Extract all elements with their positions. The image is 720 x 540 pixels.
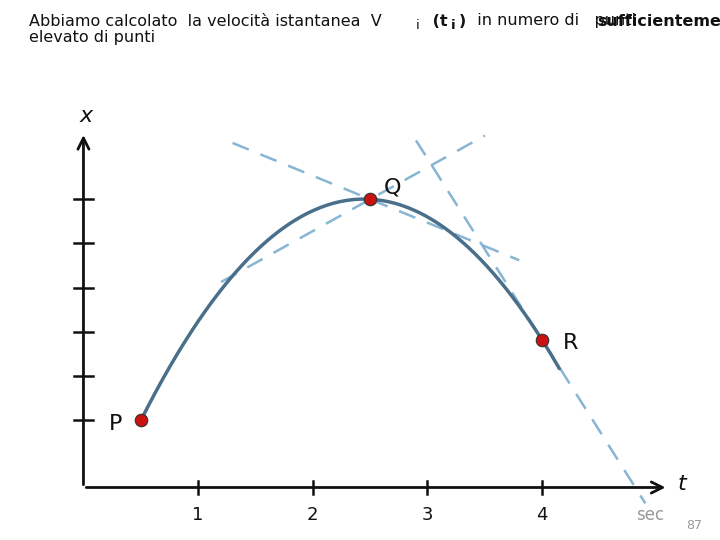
Text: i: i	[415, 19, 419, 32]
Text: 87: 87	[686, 519, 702, 532]
Text: 3: 3	[422, 507, 433, 524]
Text: 1: 1	[192, 507, 204, 524]
Text: i: i	[451, 19, 455, 32]
Text: in numero di   punti: in numero di punti	[467, 14, 641, 29]
Text: 4: 4	[536, 507, 548, 524]
Text: t: t	[678, 474, 686, 494]
Text: Abbiamo calcolato  la velocità istantanea  V: Abbiamo calcolato la velocità istantanea…	[29, 14, 382, 29]
Text: x: x	[79, 105, 92, 125]
Text: 2: 2	[307, 507, 318, 524]
Text: P: P	[109, 414, 122, 434]
Text: sec: sec	[636, 507, 665, 524]
Text: (t: (t	[427, 14, 448, 29]
Text: sufficientemente: sufficientemente	[598, 14, 720, 29]
Text: ): )	[459, 14, 466, 29]
Text: Q: Q	[384, 177, 401, 197]
Text: elevato di punti: elevato di punti	[29, 30, 155, 45]
Text: R: R	[563, 333, 578, 353]
